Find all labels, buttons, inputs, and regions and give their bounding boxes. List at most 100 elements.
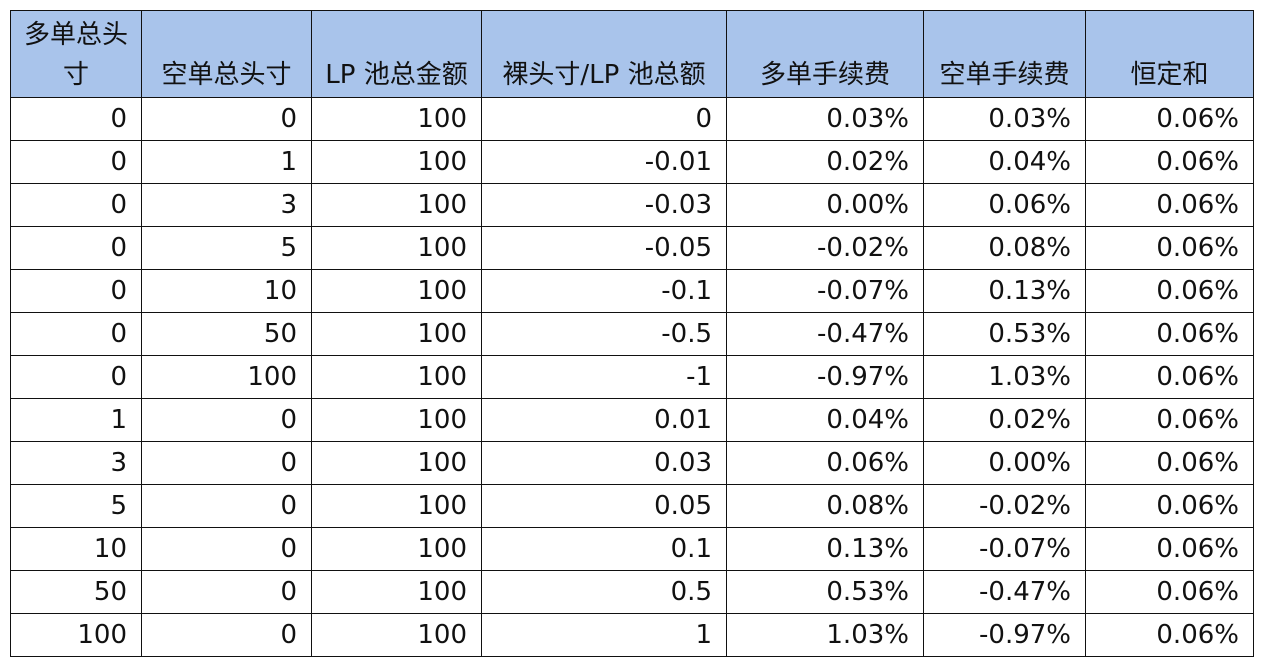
- cell-lp-pool-total: 100: [311, 398, 482, 442]
- cell-constant-sum: 0.06%: [1085, 269, 1254, 313]
- table-body: 0 0 100 0 0.03% 0.03% 0.06% 0 1 100 -0.01 0.02% 0.04…: [10, 97, 1254, 657]
- cell-net-position-ratio: 0: [481, 97, 727, 141]
- table-row: 0 50 100 -0.5 -0.47% 0.53% 0.06%: [10, 312, 1254, 356]
- cell-short-fee: 0.04%: [923, 140, 1086, 184]
- cell-short-position: 0: [141, 484, 312, 528]
- cell-short-fee: -0.07%: [923, 527, 1086, 571]
- cell-net-position-ratio: -1: [481, 355, 727, 399]
- cell-net-position-ratio: 0.05: [481, 484, 727, 528]
- cell-short-position: 0: [141, 441, 312, 485]
- cell-short-fee: 0.13%: [923, 269, 1086, 313]
- cell-constant-sum: 0.06%: [1085, 441, 1254, 485]
- cell-short-position: 0: [141, 97, 312, 141]
- cell-net-position-ratio: 0.1: [481, 527, 727, 571]
- cell-lp-pool-total: 100: [311, 484, 482, 528]
- table-row: 0 1 100 -0.01 0.02% 0.04% 0.06%: [10, 140, 1254, 184]
- cell-long-fee: 0.06%: [726, 441, 924, 485]
- cell-long-position: 100: [10, 613, 142, 657]
- cell-net-position-ratio: 1: [481, 613, 727, 657]
- cell-constant-sum: 0.06%: [1085, 183, 1254, 227]
- cell-lp-pool-total: 100: [311, 226, 482, 270]
- cell-lp-pool-total: 100: [311, 570, 482, 614]
- cell-net-position-ratio: -0.01: [481, 140, 727, 184]
- cell-short-position: 0: [141, 613, 312, 657]
- header-long-fee: 多单手续费: [726, 10, 924, 98]
- table-row: 100 0 100 1 1.03% -0.97% 0.06%: [10, 613, 1254, 657]
- cell-constant-sum: 0.06%: [1085, 355, 1254, 399]
- cell-constant-sum: 0.06%: [1085, 484, 1254, 528]
- cell-short-position: 1: [141, 140, 312, 184]
- cell-constant-sum: 0.06%: [1085, 398, 1254, 442]
- cell-lp-pool-total: 100: [311, 97, 482, 141]
- cell-long-position: 0: [10, 355, 142, 399]
- table-row: 5 0 100 0.05 0.08% -0.02% 0.06%: [10, 484, 1254, 528]
- cell-short-position: 0: [141, 398, 312, 442]
- cell-long-fee: -0.97%: [726, 355, 924, 399]
- cell-long-position: 10: [10, 527, 142, 571]
- cell-short-fee: 1.03%: [923, 355, 1086, 399]
- cell-long-position: 0: [10, 312, 142, 356]
- cell-lp-pool-total: 100: [311, 613, 482, 657]
- cell-short-position: 50: [141, 312, 312, 356]
- table-row: 1 0 100 0.01 0.04% 0.02% 0.06%: [10, 398, 1254, 442]
- cell-long-position: 0: [10, 226, 142, 270]
- cell-constant-sum: 0.06%: [1085, 140, 1254, 184]
- header-constant-sum: 恒定和: [1085, 10, 1254, 98]
- cell-lp-pool-total: 100: [311, 312, 482, 356]
- cell-short-fee: 0.00%: [923, 441, 1086, 485]
- cell-long-fee: 0.04%: [726, 398, 924, 442]
- cell-short-fee: 0.06%: [923, 183, 1086, 227]
- cell-short-fee: 0.02%: [923, 398, 1086, 442]
- cell-long-fee: -0.07%: [726, 269, 924, 313]
- cell-net-position-ratio: 0.5: [481, 570, 727, 614]
- cell-long-position: 3: [10, 441, 142, 485]
- header-net-position-ratio: 裸头寸/LP 池总额: [481, 10, 727, 98]
- table-row: 0 3 100 -0.03 0.00% 0.06% 0.06%: [10, 183, 1254, 227]
- cell-constant-sum: 0.06%: [1085, 570, 1254, 614]
- cell-long-fee: 1.03%: [726, 613, 924, 657]
- table-row: 0 5 100 -0.05 -0.02% 0.08% 0.06%: [10, 226, 1254, 270]
- cell-lp-pool-total: 100: [311, 355, 482, 399]
- cell-long-fee: 0.00%: [726, 183, 924, 227]
- cell-net-position-ratio: -0.1: [481, 269, 727, 313]
- table-header: 多单总头寸 空单总头寸 LP 池总金额 裸头寸/LP 池总额 多单手续费 空单手…: [10, 10, 1254, 98]
- header-short-fee: 空单手续费: [923, 10, 1086, 98]
- cell-long-fee: 0.13%: [726, 527, 924, 571]
- fee-table: 多单总头寸 空单总头寸 LP 池总金额 裸头寸/LP 池总额 多单手续费 空单手…: [10, 10, 1254, 657]
- cell-net-position-ratio: -0.05: [481, 226, 727, 270]
- cell-short-fee: -0.97%: [923, 613, 1086, 657]
- table-row: 10 0 100 0.1 0.13% -0.07% 0.06%: [10, 527, 1254, 571]
- header-short-position: 空单总头寸: [141, 10, 312, 98]
- cell-short-position: 5: [141, 226, 312, 270]
- cell-long-position: 0: [10, 269, 142, 313]
- cell-short-position: 0: [141, 570, 312, 614]
- cell-long-fee: 0.02%: [726, 140, 924, 184]
- cell-short-fee: 0.53%: [923, 312, 1086, 356]
- cell-long-position: 0: [10, 183, 142, 227]
- table-row: 50 0 100 0.5 0.53% -0.47% 0.06%: [10, 570, 1254, 614]
- cell-long-fee: -0.47%: [726, 312, 924, 356]
- header-lp-pool-total: LP 池总金额: [311, 10, 482, 98]
- cell-lp-pool-total: 100: [311, 140, 482, 184]
- cell-constant-sum: 0.06%: [1085, 226, 1254, 270]
- cell-long-position: 50: [10, 570, 142, 614]
- cell-net-position-ratio: 0.03: [481, 441, 727, 485]
- cell-long-fee: -0.02%: [726, 226, 924, 270]
- cell-short-fee: -0.02%: [923, 484, 1086, 528]
- cell-short-position: 10: [141, 269, 312, 313]
- cell-lp-pool-total: 100: [311, 527, 482, 571]
- cell-long-fee: 0.03%: [726, 97, 924, 141]
- cell-constant-sum: 0.06%: [1085, 527, 1254, 571]
- cell-long-fee: 0.53%: [726, 570, 924, 614]
- cell-constant-sum: 0.06%: [1085, 613, 1254, 657]
- cell-constant-sum: 0.06%: [1085, 97, 1254, 141]
- cell-short-position: 100: [141, 355, 312, 399]
- table-row: 3 0 100 0.03 0.06% 0.00% 0.06%: [10, 441, 1254, 485]
- cell-long-position: 0: [10, 97, 142, 141]
- cell-long-fee: 0.08%: [726, 484, 924, 528]
- cell-lp-pool-total: 100: [311, 441, 482, 485]
- header-long-position: 多单总头寸: [10, 10, 142, 98]
- table-row: 0 10 100 -0.1 -0.07% 0.13% 0.06%: [10, 269, 1254, 313]
- cell-constant-sum: 0.06%: [1085, 312, 1254, 356]
- cell-short-fee: 0.03%: [923, 97, 1086, 141]
